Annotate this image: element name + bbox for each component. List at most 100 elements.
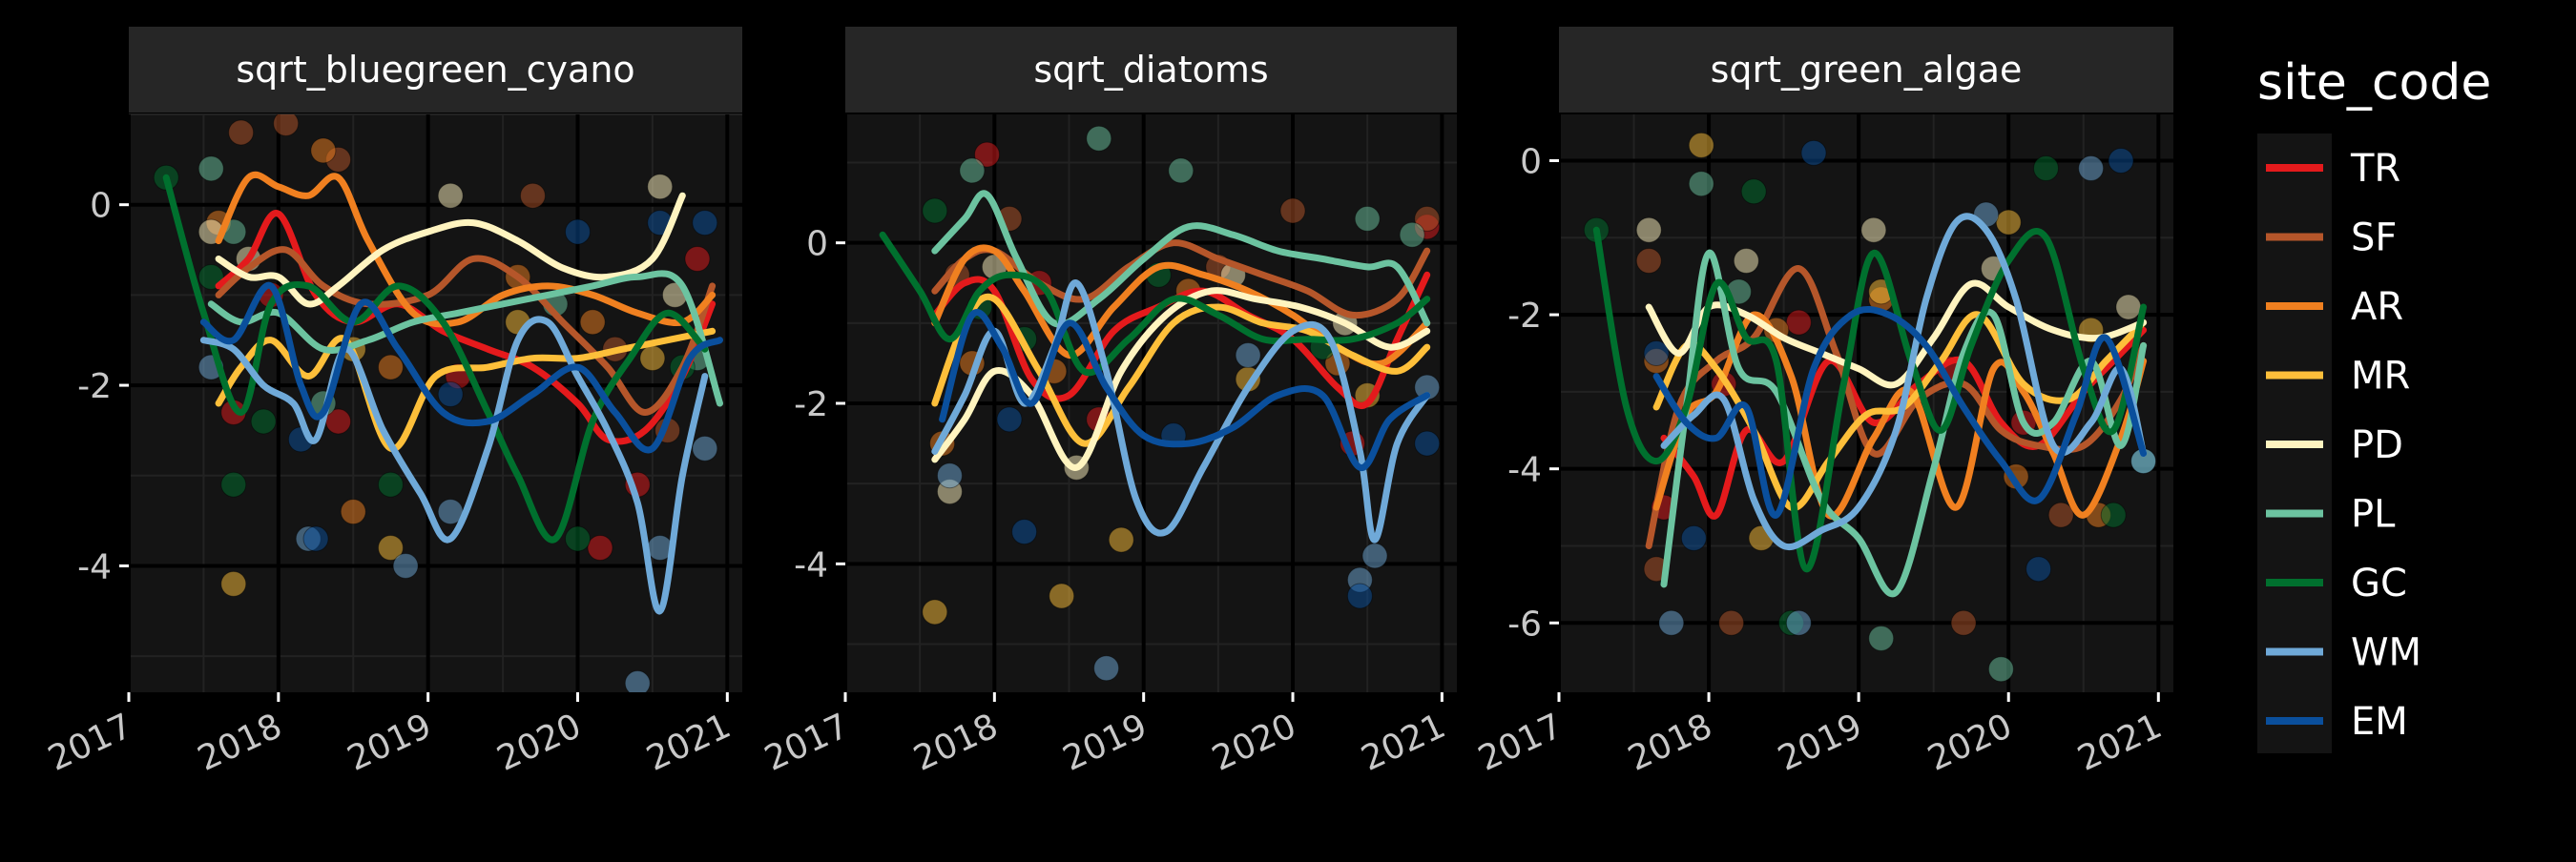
data-point-WM — [936, 462, 963, 489]
data-point-WM — [392, 552, 419, 579]
data-point-WM — [2078, 155, 2105, 182]
data-point-SF — [1414, 205, 1441, 232]
data-point-MR — [639, 345, 666, 372]
data-point-EM — [996, 406, 1023, 433]
data-point-GC — [377, 471, 404, 498]
data-point-MR — [1688, 132, 1714, 158]
data-point-TR — [974, 141, 1001, 168]
trend-line-MR — [931, 293, 1431, 447]
data-point-PD — [647, 174, 674, 200]
facet-strip — [129, 27, 742, 113]
facet-strip — [1559, 27, 2173, 113]
legend-title: site_code — [2257, 54, 2491, 112]
data-point-GC — [2100, 502, 2127, 528]
facet-strip-title: sqrt_green_algae — [1711, 49, 2023, 91]
data-point-SF — [273, 114, 300, 136]
y-tick-label: -2 — [794, 385, 828, 424]
data-point-MR — [377, 535, 404, 561]
data-point-GC — [1740, 178, 1767, 205]
trend-lines-layer — [879, 190, 1431, 544]
y-tick-label: -2 — [77, 367, 112, 406]
data-point-SF — [1635, 248, 1662, 275]
data-point-PL — [197, 155, 224, 182]
data-point-WM — [692, 435, 718, 462]
trend-line-PD — [215, 192, 686, 308]
trend-line-TR — [215, 210, 717, 445]
data-point-GC — [564, 525, 591, 552]
data-point-WM — [1658, 609, 1685, 636]
y-tick-label: 0 — [1520, 142, 1542, 181]
y-tick-label: -6 — [1507, 605, 1542, 644]
data-point-EM — [2108, 147, 2134, 174]
data-point-SF — [519, 182, 546, 209]
data-point-EM — [1414, 430, 1441, 457]
data-point-EM — [302, 525, 329, 552]
data-point-EM — [692, 210, 718, 236]
trend-line-WM — [199, 316, 709, 615]
data-point-GC — [2032, 155, 2059, 182]
data-point-SF — [1279, 197, 1306, 224]
trend-lines-layer — [162, 171, 723, 615]
data-point-WM — [1361, 543, 1388, 569]
data-point-AR — [340, 499, 366, 525]
facet-strip-title: sqrt_bluegreen_cyano — [236, 49, 634, 91]
data-point-PL — [959, 157, 986, 184]
data-point-WM — [1235, 342, 1261, 368]
trend-line-MR — [215, 327, 717, 452]
data-point-PD — [1860, 216, 1887, 243]
trend-line-PL — [1660, 249, 2148, 598]
y-tick-label: -4 — [77, 547, 112, 586]
data-point-EM — [1643, 339, 1670, 366]
y-tick-label: -2 — [1507, 297, 1542, 336]
data-point-GC — [220, 471, 247, 498]
data-point-AR — [377, 354, 404, 380]
y-tick-label: 0 — [806, 225, 828, 264]
legend-label: EM — [2351, 700, 2408, 744]
trend-line-TR — [1660, 326, 2148, 520]
data-point-AR — [579, 309, 606, 336]
trend-line-EM — [1652, 306, 2148, 519]
data-point-GC — [250, 408, 277, 435]
legend-label: AR — [2351, 285, 2403, 329]
data-point-PL — [1987, 656, 2014, 683]
y-tick-label: 0 — [90, 187, 112, 226]
data-point-PL — [1354, 205, 1381, 232]
data-point-PD — [437, 182, 464, 209]
legend-label: SF — [2351, 216, 2397, 260]
data-point-PL — [1086, 125, 1112, 152]
data-point-MR — [1995, 209, 2022, 236]
data-point-PL — [1168, 157, 1195, 184]
trend-line-SF — [215, 246, 717, 416]
data-point-PD — [1733, 248, 1759, 275]
legend-label: TR — [2350, 147, 2400, 191]
data-point-EM — [1346, 583, 1373, 609]
data-point-MR — [1049, 583, 1075, 609]
data-point-AR — [310, 137, 337, 164]
data-point-EM — [1800, 139, 1827, 166]
legend-label: MR — [2351, 355, 2410, 399]
data-point-PL — [1868, 625, 1895, 651]
data-point-PD — [2115, 294, 2142, 320]
data-point-SF — [1718, 609, 1745, 636]
data-point-WM — [1785, 609, 1812, 636]
data-point-TR — [587, 535, 613, 561]
data-point-SF — [1950, 609, 1977, 636]
data-point-EM — [1011, 519, 1038, 545]
data-point-GC — [922, 197, 948, 224]
facet-strip-title: sqrt_diatoms — [1033, 49, 1268, 91]
data-point-EM — [564, 218, 591, 245]
data-point-MR — [1108, 526, 1134, 553]
data-point-TR — [684, 246, 711, 272]
data-point-MR — [922, 599, 948, 626]
data-point-TR — [1785, 309, 1812, 336]
trend-line-PD — [931, 287, 1431, 471]
trend-lines-layer — [1592, 213, 2148, 598]
data-point-WM — [624, 670, 651, 692]
trend-line-EM — [199, 281, 723, 454]
data-point-SF — [2047, 502, 2074, 528]
facet-strip — [845, 27, 1457, 113]
